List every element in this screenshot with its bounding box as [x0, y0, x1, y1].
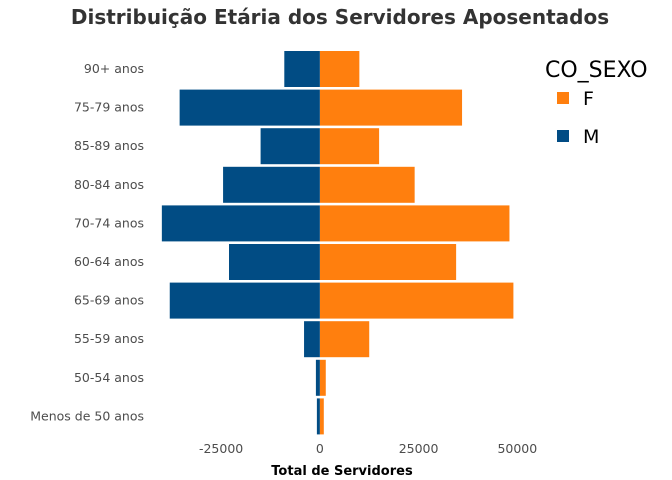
- y-axis-tick-labels: 90+ anos 75-79 anos 85-89 anos 80-84 anos 70…: [30, 61, 144, 423]
- bar-F-3: [319, 166, 415, 203]
- bar-F-8: [319, 359, 326, 396]
- y-tick-label: 75-79 anos: [74, 100, 144, 115]
- legend-title: CO_SEXO: [545, 58, 648, 83]
- bar-F-6: [319, 282, 514, 319]
- y-tick-label: 85-89 anos: [74, 138, 144, 153]
- x-tick-label: 25000: [399, 441, 439, 456]
- y-tick-label: Menos de 50 anos: [30, 408, 144, 423]
- bars-group: [161, 51, 514, 435]
- y-tick-label: 70-74 anos: [74, 215, 144, 230]
- x-axis-tick-labels: -25000 0 25000 50000: [199, 441, 537, 456]
- bar-F-7: [319, 321, 370, 358]
- x-axis-title: Total de Servidores: [271, 464, 413, 479]
- bar-F-1: [319, 89, 463, 126]
- bar-M-0: [284, 51, 320, 87]
- legend-swatch-F: [557, 92, 569, 104]
- bar-F-5: [319, 244, 457, 280]
- chart-title: Distribuição Etária dos Servidores Apose…: [71, 5, 609, 29]
- bar-F-2: [319, 128, 380, 165]
- y-tick-label: 90+ anos: [84, 61, 144, 76]
- bar-M-4: [161, 205, 320, 242]
- y-tick-label: 80-84 anos: [74, 177, 144, 192]
- y-tick-label: 50-54 anos: [74, 370, 144, 385]
- x-tick-label: 0: [316, 441, 324, 456]
- bar-F-0: [319, 51, 360, 87]
- bar-F-9: [319, 398, 324, 435]
- y-tick-label: 65-69 anos: [74, 293, 144, 308]
- x-tick-label: 50000: [497, 441, 537, 456]
- y-tick-label: 55-59 anos: [74, 331, 144, 346]
- bar-M-1: [179, 89, 320, 126]
- bar-M-5: [229, 244, 320, 280]
- bar-F-4: [319, 205, 510, 242]
- bar-M-7: [304, 321, 320, 358]
- y-tick-label: 60-64 anos: [74, 254, 144, 269]
- x-tick-label: -25000: [199, 441, 243, 456]
- bar-M-9: [316, 398, 320, 435]
- legend: CO_SEXO FM: [545, 58, 648, 148]
- legend-swatch-M: [557, 130, 569, 142]
- bar-M-2: [260, 128, 320, 165]
- bar-M-6: [169, 282, 320, 319]
- bar-M-3: [223, 166, 320, 203]
- bar-M-8: [315, 359, 320, 396]
- legend-label-M: M: [583, 126, 599, 148]
- legend-items: FM: [557, 88, 599, 148]
- legend-label-F: F: [583, 88, 594, 110]
